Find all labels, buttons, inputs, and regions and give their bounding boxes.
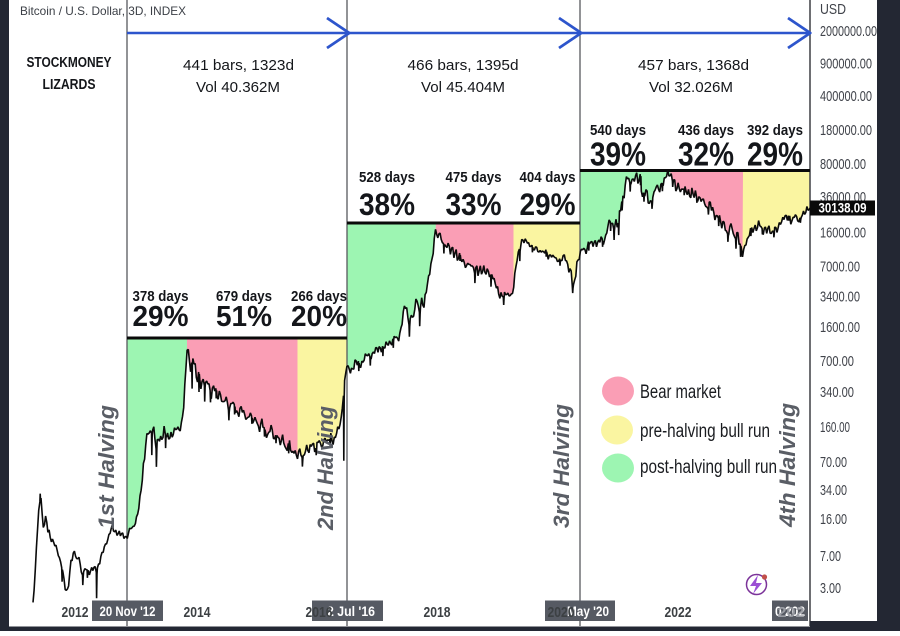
svg-text:33%: 33% [446,186,502,222]
svg-text:2018: 2018 [424,604,451,621]
svg-text:2016: 2016 [306,604,333,621]
svg-text:Vol 32.026M: Vol 32.026M [649,79,733,96]
svg-text:2014: 2014 [184,604,212,621]
svg-text:466 bars, 1395d: 466 bars, 1395d [408,57,519,74]
svg-text:475 days: 475 days [446,169,502,186]
svg-text:80000.00: 80000.00 [820,156,866,173]
svg-text:378 days: 378 days [133,288,189,305]
svg-text:2012: 2012 [62,604,89,621]
svg-text:29%: 29% [133,301,189,333]
svg-text:7.00: 7.00 [820,548,841,565]
svg-text:32%: 32% [678,136,734,173]
svg-text:2000000.00: 2000000.00 [820,23,877,40]
svg-text:2020: 2020 [548,604,575,621]
svg-text:7000.00: 7000.00 [820,259,860,276]
svg-text:528 days: 528 days [359,169,415,186]
svg-text:20 Nov '12: 20 Nov '12 [100,603,156,619]
svg-text:Vol 45.404M: Vol 45.404M [421,79,505,96]
svg-text:post-halving bull run: post-halving bull run [640,457,777,478]
svg-text:1600.00: 1600.00 [820,319,860,336]
svg-text:39%: 39% [590,136,646,173]
svg-text:16.00: 16.00 [820,511,847,528]
svg-text:2 Jul '16: 2 Jul '16 [327,603,375,619]
svg-text:29%: 29% [520,186,576,222]
svg-text:4th Halving: 4th Halving [775,402,800,528]
svg-text:0 202: 0 202 [775,603,805,619]
svg-text:266 days: 266 days [291,288,347,305]
svg-text:Vol 40.362M: Vol 40.362M [196,79,280,96]
svg-text:51%: 51% [216,301,272,333]
svg-text:16000.00: 16000.00 [820,225,866,242]
svg-text:392 days: 392 days [747,122,803,139]
svg-text:38%: 38% [359,186,415,222]
svg-text:3rd Halving: 3rd Halving [549,403,574,528]
svg-text:202: 202 [778,604,805,621]
svg-text:160.00: 160.00 [820,419,850,436]
svg-text:400000.00: 400000.00 [820,88,872,105]
svg-text:3400.00: 3400.00 [820,289,860,306]
svg-text:180000.00: 180000.00 [820,122,872,139]
svg-text:Bitcoin / U.S. Dollar, 3D, IND: Bitcoin / U.S. Dollar, 3D, INDEX [20,4,186,18]
svg-text:404 days: 404 days [520,169,576,186]
svg-text:2nd Halving: 2nd Halving [313,405,338,531]
svg-text:3.00: 3.00 [820,580,841,597]
svg-text:441 bars, 1323d: 441 bars, 1323d [183,57,294,74]
svg-text:STOCKMONEY: STOCKMONEY [27,55,112,71]
svg-text:29%: 29% [747,136,803,173]
svg-text:34.00: 34.00 [820,482,847,499]
svg-text:540 days: 540 days [590,122,646,139]
svg-text:2022: 2022 [665,604,692,621]
svg-text:457 bars, 1368d: 457 bars, 1368d [638,57,749,74]
svg-text:USD: USD [820,1,846,18]
svg-text:LIZARDS: LIZARDS [43,77,96,93]
svg-text:20%: 20% [291,301,347,333]
svg-text:340.00: 340.00 [820,384,854,401]
svg-text:70.00: 70.00 [820,454,847,471]
svg-text:700.00: 700.00 [820,353,854,370]
svg-text:pre-halving bull run: pre-halving bull run [640,421,770,442]
svg-text:900000.00: 900000.00 [820,56,872,73]
svg-text:436 days: 436 days [678,122,734,139]
svg-text:679 days: 679 days [216,288,272,305]
svg-text:Bear market: Bear market [640,382,722,403]
svg-text:1st Halving: 1st Halving [94,404,119,529]
svg-text:May '20: May '20 [567,603,609,619]
svg-text:30138.09: 30138.09 [819,200,867,216]
